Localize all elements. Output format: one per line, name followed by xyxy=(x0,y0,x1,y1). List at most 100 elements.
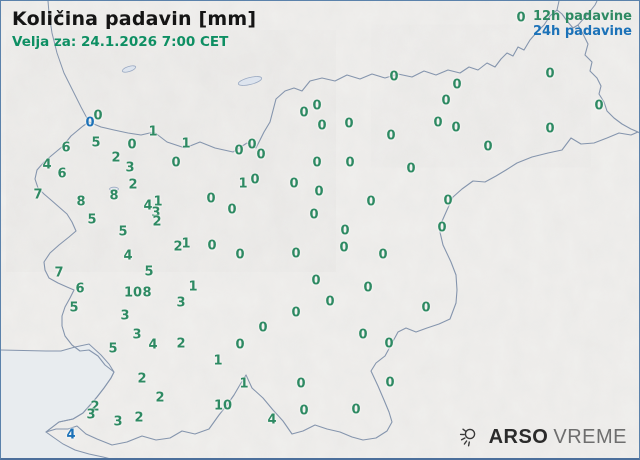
station-value-12h: 0 xyxy=(344,116,354,132)
station-value-12h: 0 xyxy=(451,120,461,136)
station-value-12h: 0 xyxy=(291,246,301,262)
alps-relief-texture xyxy=(21,41,321,261)
station-value-12h: 5 xyxy=(87,212,97,228)
station-value-12h: 0 xyxy=(443,193,453,209)
arso-vreme-logo: ARSO VREME xyxy=(454,424,627,450)
sun-icon xyxy=(454,424,480,450)
station-value-12h: 0 xyxy=(258,320,268,336)
station-value-12h: 2 xyxy=(111,150,121,166)
station-value-12h: 0 xyxy=(483,139,493,155)
station-value-12h: 0 xyxy=(317,118,327,134)
station-value-12h: 0 xyxy=(93,108,103,124)
station-value-12h: 6 xyxy=(57,166,67,182)
station-value-12h: 1 xyxy=(238,176,248,192)
station-value-12h: 0 xyxy=(421,300,431,316)
station-value-12h: 2 xyxy=(152,214,162,230)
logo-vreme: VREME xyxy=(553,425,627,448)
station-value-12h: 2 xyxy=(155,390,165,406)
station-value-12h: 7 xyxy=(33,187,43,203)
station-value-12h: 3 xyxy=(86,407,96,423)
station-value-12h: 0 xyxy=(433,115,443,131)
station-value-12h: 5 xyxy=(118,224,128,240)
station-value-12h: 0 xyxy=(339,240,349,256)
station-value-12h: 1 xyxy=(153,194,163,210)
station-value-12h: 0 xyxy=(171,155,181,171)
station-value-12h: 0 xyxy=(516,10,526,26)
legend-item-12h: 12h padavine xyxy=(532,9,632,24)
station-value-12h: 5 xyxy=(91,135,101,151)
station-value-12h: 6 xyxy=(75,281,85,297)
station-value-12h: 8 xyxy=(76,194,86,210)
legend-item-24h: 24h padavine xyxy=(532,24,632,39)
station-value-12h: 4 xyxy=(267,412,277,428)
station-value-12h: 0 xyxy=(227,202,237,218)
logo-text: ARSO VREME xyxy=(489,426,627,449)
station-value-12h: 5 xyxy=(144,264,154,280)
station-value-12h: 1 xyxy=(239,376,249,392)
station-value-12h: 2 xyxy=(134,410,144,426)
station-value-12h: 0 xyxy=(235,247,245,263)
sea-adriatic xyxy=(1,344,114,458)
station-value-12h: 4 xyxy=(123,248,133,264)
station-value-12h: 2 xyxy=(173,239,183,255)
station-value-12h: 0 xyxy=(312,155,322,171)
station-value-12h: 0 xyxy=(437,220,447,236)
pohorje-relief-texture xyxy=(381,31,581,161)
legend: 12h padavine 24h padavine xyxy=(533,9,632,39)
border-slovenia xyxy=(34,9,639,446)
station-value-12h: 0 xyxy=(299,105,309,121)
station-value-12h: 0 xyxy=(296,376,306,392)
lake-icon xyxy=(109,186,119,192)
station-value-12h: 2 xyxy=(176,336,186,352)
station-value-12h: 0 xyxy=(378,247,388,263)
station-value-12h: 8 xyxy=(109,188,119,204)
station-value-12h: 0 xyxy=(127,137,137,153)
station-value-24h: 4 xyxy=(66,427,76,443)
valid-time-label: Velja za: 24.1.2026 7:00 CET xyxy=(12,34,229,50)
station-value-12h: 0 xyxy=(545,66,555,82)
station-value-12h: 0 xyxy=(247,137,257,153)
station-value-12h: 10 xyxy=(213,398,233,414)
station-value-12h: 0 xyxy=(385,375,395,391)
station-value-12h: 3 xyxy=(151,205,161,221)
station-value-12h: 0 xyxy=(351,402,361,418)
station-value-12h: 1 xyxy=(181,236,191,252)
station-value-12h: 3 xyxy=(120,308,130,324)
station-value-12h: 2 xyxy=(90,399,100,415)
border-italy-austria xyxy=(47,1,90,123)
station-value-12h: 8 xyxy=(142,285,152,301)
station-value-12h: 0 xyxy=(312,98,322,114)
station-value-12h: 5 xyxy=(69,300,79,316)
station-value-12h: 0 xyxy=(250,172,260,188)
station-value-12h: 0 xyxy=(384,336,394,352)
lakes xyxy=(109,65,263,192)
station-value-12h: 2 xyxy=(128,177,138,193)
station-value-12h: 1 xyxy=(213,353,223,369)
station-value-12h: 0 xyxy=(256,147,266,163)
station-value-12h: 0 xyxy=(363,280,373,296)
station-value-12h: 0 xyxy=(386,128,396,144)
station-value-12h: 3 xyxy=(113,414,123,430)
station-value-12h: 0 xyxy=(289,176,299,192)
station-value-12h: 0 xyxy=(309,207,319,223)
station-value-12h: 7 xyxy=(54,265,64,281)
station-value-12h: 3 xyxy=(176,295,186,311)
station-value-12h: 0 xyxy=(366,194,376,210)
station-value-12h: 0 xyxy=(441,93,451,109)
station-value-24h: 0 xyxy=(85,115,95,131)
station-value-12h: 0 xyxy=(340,223,350,239)
station-value-12h: 10 xyxy=(123,285,143,301)
logo-arso: ARSO xyxy=(488,425,549,448)
station-value-12h: 4 xyxy=(148,337,158,353)
station-value-12h: 0 xyxy=(206,191,216,207)
station-value-12h: 0 xyxy=(291,305,301,321)
station-value-12h: 0 xyxy=(234,143,244,159)
border-hungary-east xyxy=(577,1,598,26)
border-austria-hungary xyxy=(556,1,560,11)
station-value-12h: 0 xyxy=(311,273,321,289)
station-value-12h: 0 xyxy=(389,69,399,85)
station-value-12h: 0 xyxy=(358,327,368,343)
